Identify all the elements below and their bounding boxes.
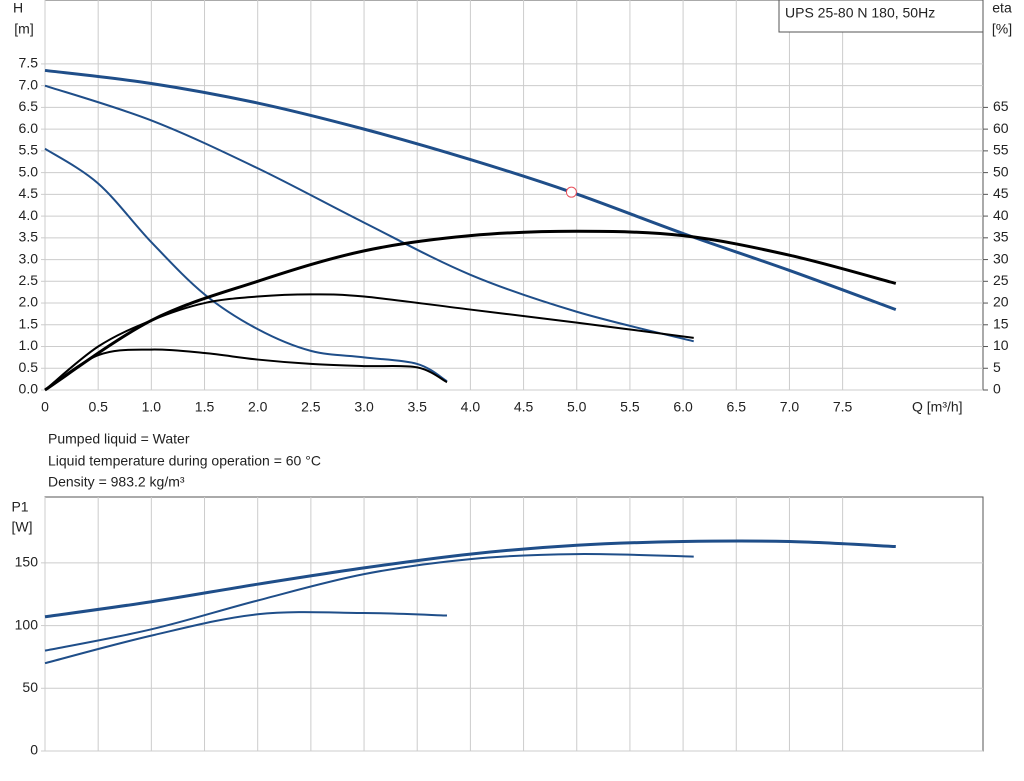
x-tick-label: 6.5 [727,399,747,415]
x-tick-label: 0.5 [88,399,108,415]
curve [44,611,448,665]
x-tick-label: 7.0 [780,399,800,415]
duty-point [565,186,577,198]
curve [44,229,897,392]
y-tick-label: 4.5 [19,185,39,201]
y-tick-label: 1.0 [19,337,39,353]
x-label: Q [m³/h] [912,399,963,415]
x-tick-label: 3.0 [354,399,374,415]
y2-tick-label: 50 [993,163,1009,179]
y-tick-label: 50 [22,679,38,695]
x-tick-label: 5.0 [567,399,587,415]
note: Density = 983.2 kg/m³ [48,474,185,490]
y-tick-label: 2.5 [19,272,39,288]
y2-tick-label: 65 [993,98,1009,114]
y-tick-label: 7.0 [19,76,39,92]
curve [44,84,694,343]
note: Pumped liquid = Water [48,431,190,447]
y2-tick-label: 5 [993,359,1001,375]
x-tick-label: 2.5 [301,399,321,415]
x-tick-label: 7.5 [833,399,853,415]
y2-tick-label: 35 [993,229,1009,245]
y-tick-label: 3.5 [19,229,39,245]
legend-box [778,0,984,33]
y-tick-label: 5.5 [19,142,39,158]
curve [44,68,897,311]
y2-tick-label: 55 [993,142,1009,158]
y-label: H [13,0,23,16]
y2-tick-label: 45 [993,185,1009,201]
y2-tick-label: 60 [993,120,1009,136]
x-tick-label: 1.0 [142,399,162,415]
y-tick-label: 5.0 [19,163,39,179]
y2-tick-label: 30 [993,250,1009,266]
y2-tick-label: 25 [993,272,1009,288]
y2-unit: [%] [992,21,1012,37]
x-tick-label: 5.5 [620,399,640,415]
y-tick-label: 0 [30,742,38,758]
y2-tick-label: 20 [993,294,1009,310]
curve [44,348,448,391]
y-tick-label: 0.0 [19,381,39,397]
y2-tick-label: 0 [993,381,1001,397]
x-tick-label: 4.0 [461,399,481,415]
y2-label: eta [992,0,1012,16]
y-tick-label: 2.0 [19,294,39,310]
y-tick-label: 4.0 [19,207,39,223]
y2-tick-label: 15 [993,315,1009,331]
x-tick-label: 3.5 [407,399,427,415]
y-label: P1 [11,499,28,515]
y-tick-label: 6.5 [19,98,39,114]
chart-title: UPS 25-80 N 180, 50Hz [785,5,935,21]
y-unit: [W] [12,519,33,535]
y-tick-label: 150 [15,554,39,570]
y-tick-label: 6.0 [19,120,39,136]
x-tick-label: 6.0 [673,399,693,415]
x-tick-label: 2.0 [248,399,268,415]
y-unit: [m] [14,21,33,37]
curve [44,293,694,391]
x-tick-label: 1.5 [195,399,215,415]
y2-tick-label: 40 [993,207,1009,223]
y-tick-label: 1.5 [19,315,39,331]
y-tick-label: 7.5 [19,55,39,71]
curve [44,539,896,619]
curve [44,553,694,652]
x-tick-label: 0 [41,399,49,415]
note: Liquid temperature during operation = 60… [48,453,321,469]
curve [44,147,448,383]
y2-tick-label: 10 [993,337,1009,353]
y-tick-label: 100 [15,616,39,632]
y-tick-label: 3.0 [19,250,39,266]
y-tick-label: 0.5 [19,359,39,375]
x-tick-label: 4.5 [514,399,534,415]
